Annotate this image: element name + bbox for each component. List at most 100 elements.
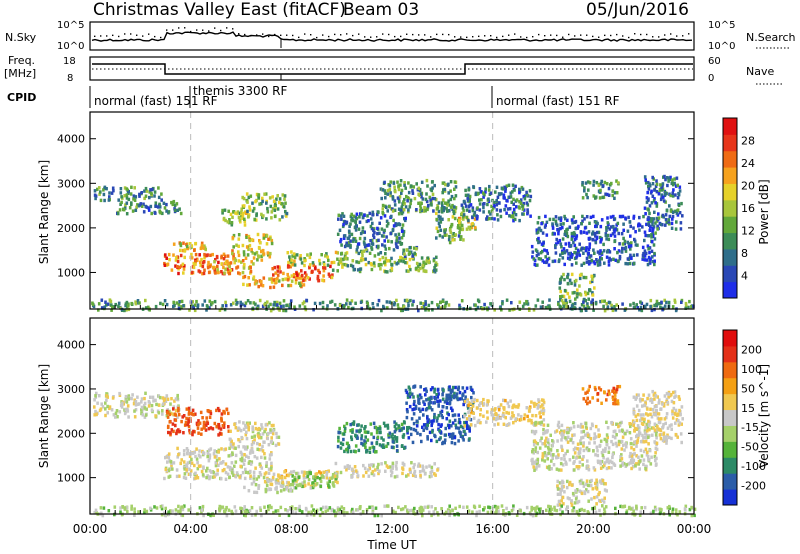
heatmap-cell (484, 190, 487, 194)
heatmap-cell (531, 448, 535, 452)
heatmap-cell (559, 253, 562, 257)
heatmap-cell (586, 390, 589, 394)
heatmap-cell (564, 230, 567, 234)
heatmap-cell (658, 398, 661, 402)
heatmap-cell (639, 448, 643, 453)
heatmap-cell (422, 413, 425, 417)
heatmap-cell (456, 397, 460, 402)
heatmap-cell (216, 270, 220, 275)
heatmap-cell (468, 437, 471, 441)
heatmap-cell (132, 194, 136, 198)
heatmap-cell (495, 199, 498, 203)
heatmap-cell (609, 225, 613, 229)
heatmap-cell (390, 262, 393, 267)
y-tick-label: 4000 (57, 133, 85, 146)
heatmap-cell (519, 198, 523, 202)
heatmap-cell (275, 197, 278, 201)
heatmap-cell (630, 461, 634, 465)
heatmap-cell (264, 489, 268, 494)
heatmap-cell (537, 257, 541, 261)
heatmap-cell (387, 259, 390, 263)
heatmap-cell (378, 231, 381, 235)
heatmap-cell (289, 302, 292, 307)
heatmap-cell (386, 423, 390, 428)
heatmap-cell (503, 207, 506, 212)
heatmap-cell (544, 255, 547, 259)
heatmap-cell (565, 249, 569, 253)
heatmap-cell (614, 258, 618, 262)
heatmap-cell (554, 244, 557, 248)
heatmap-cell (603, 309, 607, 313)
heatmap-cell (650, 235, 653, 239)
heatmap-cell (251, 429, 255, 434)
heatmap-cell (447, 303, 451, 307)
heatmap-cell (202, 424, 206, 428)
heatmap-cell (469, 385, 473, 390)
heatmap-cell (405, 401, 408, 405)
heatmap-cell (276, 273, 280, 277)
heatmap-cell (186, 452, 189, 456)
heatmap-cell (536, 298, 540, 302)
heatmap-cell (242, 204, 246, 208)
heatmap-cell (399, 183, 402, 187)
heatmap-cell (457, 223, 460, 228)
heatmap-cell (651, 230, 654, 235)
heatmap-cell (594, 220, 598, 225)
heatmap-cell (585, 482, 588, 486)
heatmap-cell (284, 209, 287, 214)
heatmap-cell (251, 427, 254, 432)
heatmap-cell (272, 429, 275, 433)
heatmap-cell (662, 404, 666, 408)
heatmap-cell (376, 427, 380, 431)
heatmap-cell (503, 185, 506, 189)
heatmap-cell (596, 398, 600, 402)
heatmap-cell (254, 466, 257, 470)
heatmap-cell (580, 263, 583, 267)
heatmap-cell (264, 471, 268, 475)
heatmap-cell (582, 444, 585, 448)
heatmap-cell (383, 180, 386, 185)
heatmap-cell (495, 201, 499, 205)
heatmap-cell (602, 449, 606, 453)
heatmap-cell (603, 299, 606, 303)
heatmap-cell (378, 221, 381, 225)
heatmap-cell (603, 488, 607, 492)
heatmap-cell (434, 263, 437, 268)
heatmap-cell (566, 479, 569, 484)
heatmap-cell (628, 461, 632, 465)
heatmap-cell (436, 416, 439, 420)
heatmap-cell (637, 433, 641, 437)
heatmap-cell (209, 302, 213, 307)
heatmap-cell (564, 298, 568, 303)
heatmap-cell (350, 263, 353, 268)
heatmap-cell (285, 303, 288, 308)
heatmap-cell (224, 477, 228, 481)
heatmap-cell (584, 421, 588, 425)
heatmap-cell (145, 189, 149, 193)
heatmap-cell (611, 232, 615, 236)
heatmap-cell (111, 305, 114, 310)
heatmap-cell (433, 401, 437, 405)
heatmap-cell (170, 397, 173, 401)
heatmap-cell (181, 248, 185, 253)
heatmap-cell (544, 429, 547, 433)
nsearch-dot (148, 33, 150, 35)
heatmap-cell (420, 439, 423, 444)
heatmap-cell (474, 423, 477, 428)
heatmap-cell (430, 408, 434, 412)
heatmap-cell (539, 415, 542, 419)
heatmap-cell (314, 267, 317, 271)
heatmap-cell (492, 204, 496, 208)
heatmap-cell (420, 201, 423, 205)
heatmap-cell (410, 392, 414, 396)
heatmap-cell (622, 228, 625, 232)
heatmap-cell (421, 468, 425, 473)
heatmap-cell (472, 416, 476, 420)
heatmap-cell (667, 220, 671, 224)
heatmap-cell (426, 207, 429, 212)
heatmap-cell (385, 300, 389, 304)
heatmap-cell (197, 453, 201, 457)
heatmap-cell (554, 215, 558, 219)
heatmap-cell (436, 303, 439, 307)
heatmap-cell (306, 276, 310, 280)
